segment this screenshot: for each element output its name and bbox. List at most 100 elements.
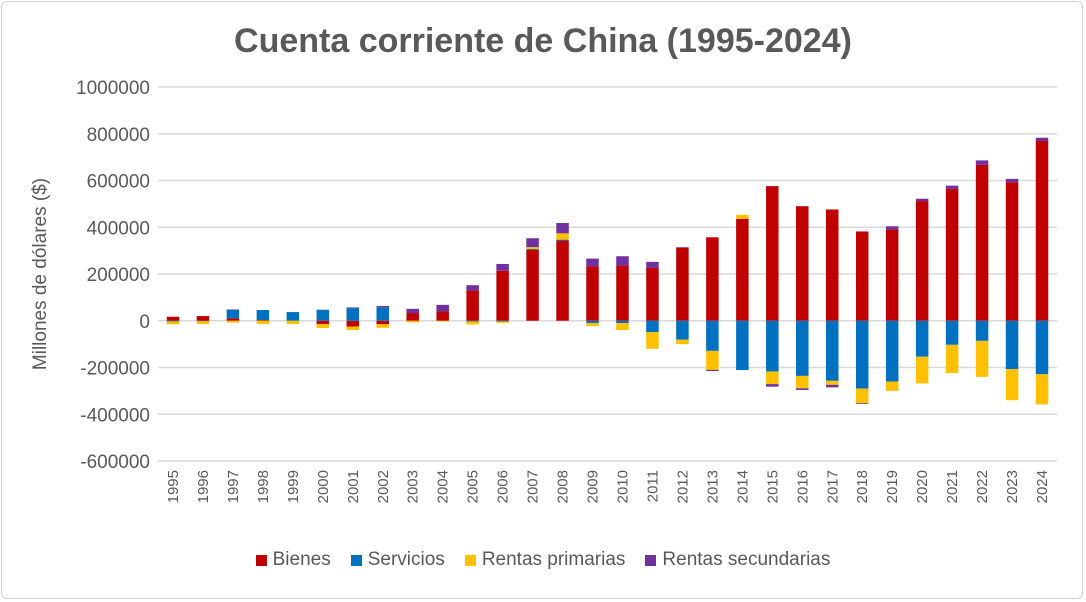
legend-label: Bienes — [272, 549, 331, 570]
bar-bienes-2009 — [586, 266, 599, 321]
x-tick-label: 2005 — [465, 470, 482, 503]
bar-bienes-2010 — [616, 265, 629, 321]
x-tick-label: 2024 — [1034, 470, 1051, 503]
x-tick-label: 2002 — [375, 470, 392, 503]
bar-rentas-secundarias-2005 — [466, 285, 479, 291]
bar-rentas-secundarias-2018 — [855, 403, 869, 404]
bar-servicios-2009 — [586, 320, 599, 324]
bar-rentas-primarias-2021 — [945, 344, 959, 374]
x-tick-label: 2001 — [345, 470, 362, 503]
bar-bienes-2000 — [316, 320, 330, 325]
y-tick-label: 800000 — [87, 125, 150, 146]
bar-servicios-2014 — [736, 320, 749, 371]
bar-rentas-primarias-2013 — [706, 350, 719, 370]
legend-swatch — [255, 554, 267, 566]
bar-bienes-2012 — [676, 247, 689, 321]
bar-rentas-primarias-2016 — [796, 375, 809, 389]
x-tick-label: 2009 — [585, 470, 602, 503]
legend-swatch — [645, 554, 657, 566]
x-tick-label: 2007 — [525, 470, 542, 503]
bar-rentas-primarias-2008 — [556, 233, 569, 240]
x-tick-label: 2018 — [854, 470, 871, 503]
x-tick-label: 2010 — [614, 470, 631, 503]
bar-bienes-2015 — [766, 186, 779, 321]
y-tick-label: 600000 — [87, 172, 150, 193]
x-tick-label: 2014 — [734, 470, 751, 503]
x-tick-label: 1996 — [195, 470, 212, 503]
bar-servicios-2007 — [526, 248, 539, 250]
x-tick-label: 1998 — [255, 470, 272, 503]
bar-bienes-1998 — [256, 320, 270, 321]
bar-rentas-primarias-2019 — [885, 381, 899, 391]
bar-rentas-primarias-2017 — [826, 380, 839, 385]
bar-rentas-secundarias-2002 — [376, 306, 389, 308]
bar-rentas-primarias-2002 — [376, 324, 389, 328]
bar-rentas-secundarias-2003 — [406, 308, 419, 314]
bar-rentas-secundarias-2013 — [706, 369, 719, 372]
legend-swatch — [464, 554, 476, 566]
y-tick-label: 200000 — [87, 265, 150, 286]
x-tick-label: 2004 — [435, 470, 452, 503]
x-tick-label: 2019 — [884, 470, 901, 503]
bar-bienes-2023 — [1005, 182, 1019, 321]
bar-rentas-secundarias-2008 — [556, 223, 569, 234]
y-tick-label: 1000000 — [76, 78, 150, 99]
legend-item: Servicios — [350, 549, 445, 571]
bar-rentas-primarias-2015 — [766, 371, 779, 385]
bar-servicios-2017 — [826, 320, 839, 381]
bar-servicios-2010 — [616, 320, 629, 324]
bar-bienes-2016 — [796, 206, 809, 321]
bar-rentas-primarias-2024 — [1035, 374, 1049, 405]
bar-bienes-2018 — [855, 231, 869, 321]
bar-rentas-secundarias-2021 — [945, 185, 959, 189]
legend: Bienes Servicios Rentas primarias Rentas se… — [0, 549, 1086, 571]
bar-servicios-2015 — [766, 320, 779, 372]
chart-title: Cuenta corriente de China (1995-2024) — [234, 22, 852, 60]
bar-rentas-primarias-2020 — [915, 356, 929, 384]
bar-rentas-primarias-2003 — [406, 320, 419, 323]
bar-servicios-2008 — [556, 239, 569, 241]
bar-rentas-secundarias-2019 — [885, 226, 899, 230]
bar-servicios-2021 — [945, 320, 959, 345]
bar-rentas-secundarias-2001 — [346, 307, 360, 309]
bar-servicios-1998 — [256, 309, 270, 321]
x-tick-label: 1999 — [285, 470, 302, 503]
x-tick-label: 2017 — [824, 470, 841, 503]
bar-rentas-primarias-2010 — [616, 323, 629, 331]
bar-servicios-2024 — [1035, 320, 1049, 375]
legend-swatch — [350, 554, 362, 566]
x-tick-label: 2015 — [764, 470, 781, 503]
bar-servicios-2011 — [646, 320, 659, 333]
x-tick-label: 2000 — [315, 470, 332, 503]
bar-rentas-primarias-1998 — [256, 320, 270, 325]
bar-servicios-2018 — [855, 320, 869, 389]
bar-bienes-2006 — [496, 270, 509, 321]
bar-rentas-secundarias-2010 — [616, 256, 629, 266]
bar-rentas-secundarias-2022 — [975, 160, 989, 165]
bar-rentas-primarias-1999 — [286, 320, 300, 325]
bar-bienes-2001 — [346, 320, 360, 327]
y-tick-label: -200000 — [80, 359, 150, 380]
bar-rentas-secundarias-2015 — [766, 384, 779, 387]
bar-servicios-2001 — [346, 308, 360, 321]
bar-rentas-secundarias-1997 — [226, 309, 240, 311]
bar-bienes-2011 — [646, 267, 659, 321]
bar-rentas-secundarias-2006 — [496, 263, 509, 271]
bar-rentas-primarias-2012 — [676, 339, 689, 345]
bar-servicios-2013 — [706, 320, 719, 351]
x-tick-label: 2020 — [914, 470, 931, 503]
bar-rentas-secundarias-2011 — [646, 261, 659, 268]
bar-servicios-2002 — [376, 307, 389, 321]
legend-item: Rentas primarias — [464, 549, 625, 571]
bar-rentas-primarias-2022 — [975, 340, 989, 377]
bar-servicios-1995 — [166, 320, 180, 322]
bar-bienes-2013 — [706, 237, 719, 321]
legend-item: Bienes — [255, 549, 331, 571]
bar-bienes-2002 — [376, 320, 389, 325]
legend-item: Rentas secundarias — [645, 549, 830, 571]
bar-rentas-primarias-1996 — [196, 321, 210, 325]
bar-rentas-primarias-2005 — [466, 321, 479, 325]
legend-label: Rentas secundarias — [662, 549, 831, 570]
bar-servicios-1996 — [196, 320, 210, 322]
